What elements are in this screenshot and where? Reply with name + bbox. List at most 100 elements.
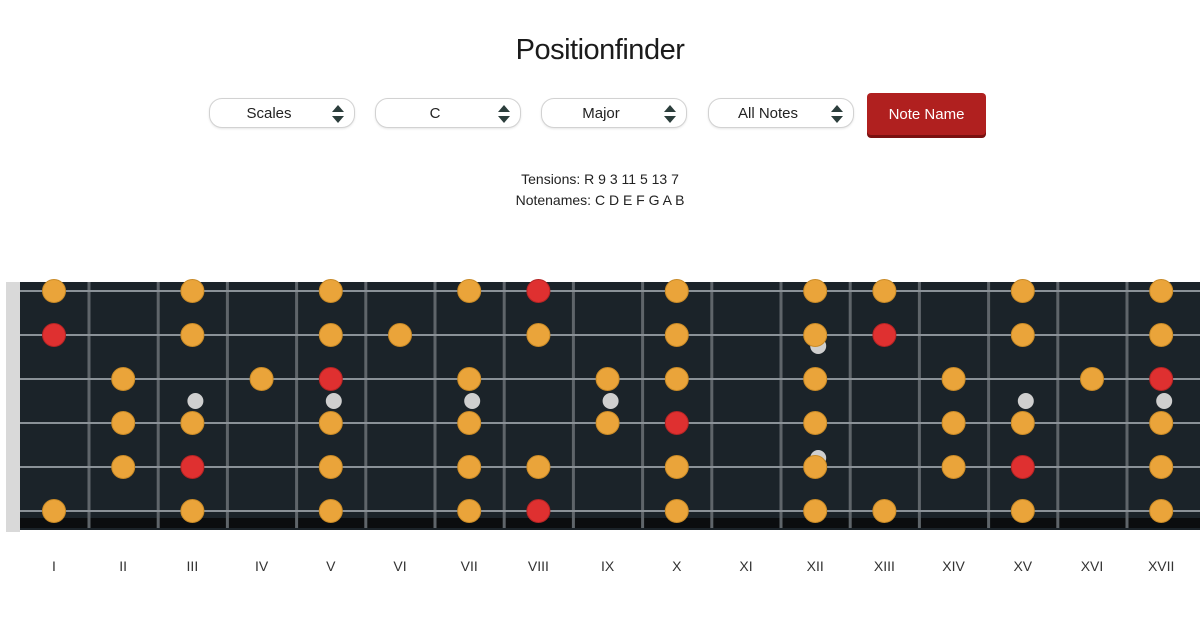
scale-note-dot[interactable] <box>249 367 274 391</box>
scale-note-dot[interactable] <box>318 455 343 479</box>
fret-number: XV <box>1013 558 1033 574</box>
inlay-dot <box>602 393 619 409</box>
scale-note-dot[interactable] <box>595 411 620 435</box>
scale-note-dot[interactable] <box>111 455 136 479</box>
fret-number: VIII <box>527 558 549 574</box>
root-note-dot[interactable] <box>1010 455 1035 479</box>
fret-wire <box>364 282 368 528</box>
scale-note-dot[interactable] <box>803 411 828 435</box>
guitar-string <box>20 334 1200 336</box>
note-name-button[interactable]: Note Name <box>867 93 986 135</box>
scale-note-dot[interactable] <box>872 279 897 303</box>
root-note-dot[interactable] <box>42 323 66 347</box>
root-note-dot[interactable] <box>180 455 205 479</box>
fret-wire <box>641 282 645 528</box>
scale-note-dot[interactable] <box>457 411 482 435</box>
scale-note-dot[interactable] <box>388 323 412 347</box>
root-select[interactable]: C <box>375 98 521 128</box>
tensions-value: R 9 3 11 5 13 7 <box>584 171 679 187</box>
scale-note-dot[interactable] <box>803 279 828 303</box>
scale-note-dot[interactable] <box>526 323 551 347</box>
inlay-dot <box>187 393 204 409</box>
scale-note-dot[interactable] <box>1149 323 1174 347</box>
scale-note-dot[interactable] <box>664 455 689 479</box>
scale-note-dot[interactable] <box>664 499 689 523</box>
scale-type-select[interactable]: Major <box>541 98 687 128</box>
root-select-value: C <box>429 105 441 122</box>
scale-note-dot[interactable] <box>42 499 66 523</box>
scale-note-dot[interactable] <box>180 411 205 435</box>
scale-note-dot[interactable] <box>457 499 482 523</box>
scale-note-dot[interactable] <box>318 411 343 435</box>
position-select-value: All Notes <box>737 105 799 122</box>
root-note-dot[interactable] <box>872 323 897 347</box>
scale-note-dot[interactable] <box>803 367 828 391</box>
scale-note-dot[interactable] <box>664 279 689 303</box>
fret-wire <box>502 282 506 528</box>
fret-wire <box>571 282 575 528</box>
scale-note-dot[interactable] <box>1080 367 1104 391</box>
scale-note-dot[interactable] <box>1010 499 1035 523</box>
root-note-dot[interactable] <box>526 279 551 303</box>
scale-note-dot[interactable] <box>1149 279 1174 303</box>
category-select[interactable]: Scales <box>209 98 355 128</box>
position-select[interactable]: All Notes <box>708 98 854 128</box>
notenames-line: Notenames: C D E F G A B <box>0 192 1200 208</box>
updown-arrows-icon <box>498 105 510 123</box>
scale-note-dot[interactable] <box>1010 411 1035 435</box>
scale-note-dot[interactable] <box>180 279 205 303</box>
scale-note-dot[interactable] <box>664 323 689 347</box>
scale-note-dot[interactable] <box>457 367 482 391</box>
notenames-label: Notenames: <box>515 192 592 208</box>
scale-note-dot[interactable] <box>595 367 620 391</box>
fret-wire <box>987 282 991 528</box>
scale-note-dot[interactable] <box>111 411 136 435</box>
scale-note-dot[interactable] <box>111 367 136 391</box>
root-note-dot[interactable] <box>1149 367 1174 391</box>
root-note-dot[interactable] <box>318 367 343 391</box>
scale-note-dot[interactable] <box>526 455 551 479</box>
inlay-dot <box>325 393 342 409</box>
scale-note-dot[interactable] <box>1149 455 1174 479</box>
root-note-dot[interactable] <box>664 411 689 435</box>
updown-arrows-icon <box>664 105 676 123</box>
scale-note-dot[interactable] <box>803 323 828 347</box>
root-note-dot[interactable] <box>526 499 551 523</box>
fretboard <box>6 279 1200 532</box>
fret-number: II <box>119 558 128 574</box>
scale-note-dot[interactable] <box>180 499 205 523</box>
scale-note-dot[interactable] <box>318 279 343 303</box>
inlay-dot <box>464 393 481 409</box>
scale-note-dot[interactable] <box>1010 323 1035 347</box>
scale-note-dot[interactable] <box>941 411 966 435</box>
scale-note-dot[interactable] <box>872 499 897 523</box>
scale-note-dot[interactable] <box>941 455 966 479</box>
scale-note-dot[interactable] <box>318 323 343 347</box>
fret-number: III <box>186 558 199 574</box>
fret-wire <box>710 282 714 528</box>
scale-note-dot[interactable] <box>941 367 966 391</box>
scale-note-dot[interactable] <box>1149 499 1174 523</box>
fret-wire <box>917 282 921 528</box>
inlay-dot <box>1156 393 1173 409</box>
scale-note-dot[interactable] <box>457 455 482 479</box>
scale-note-dot[interactable] <box>1149 411 1174 435</box>
fret-wire <box>295 282 299 528</box>
fret-number: XI <box>739 558 753 574</box>
fret-wire <box>156 282 160 528</box>
scale-note-dot[interactable] <box>42 279 66 303</box>
scale-note-dot[interactable] <box>457 279 482 303</box>
fret-wire <box>1056 282 1060 528</box>
fret-number: I <box>52 558 56 574</box>
scale-note-dot[interactable] <box>1010 279 1035 303</box>
fret-wire <box>848 282 852 528</box>
fret-number: IX <box>600 558 615 574</box>
scale-note-dot[interactable] <box>180 323 205 347</box>
fret-number: XIV <box>942 558 965 574</box>
scale-note-dot[interactable] <box>318 499 343 523</box>
scale-note-dot[interactable] <box>803 499 828 523</box>
scale-note-dot[interactable] <box>803 455 828 479</box>
fret-number: VI <box>393 558 407 574</box>
scale-note-dot[interactable] <box>664 367 689 391</box>
fret-number: V <box>326 558 336 574</box>
